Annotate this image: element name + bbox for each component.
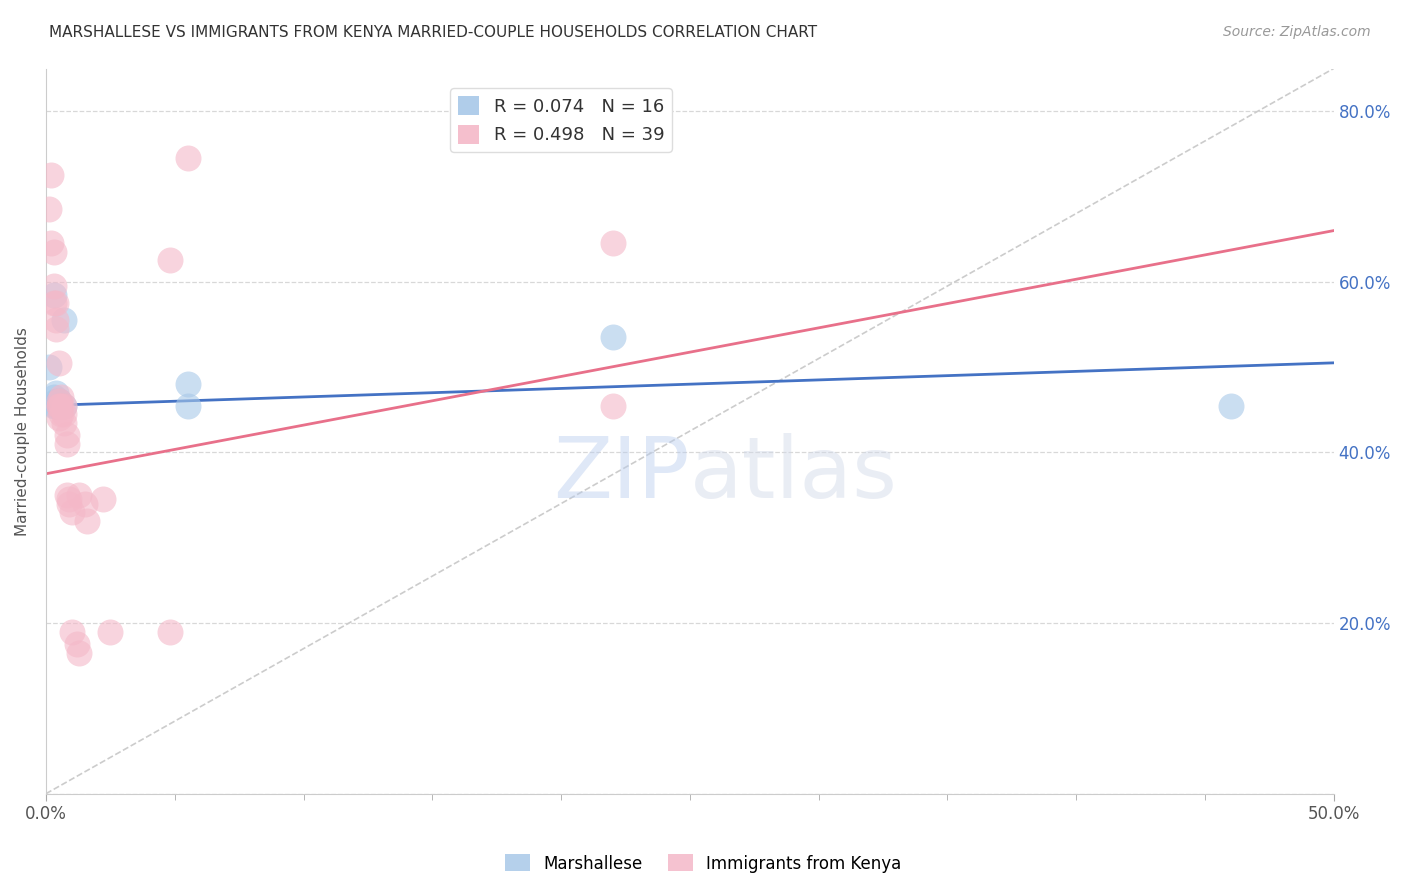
Text: Source: ZipAtlas.com: Source: ZipAtlas.com	[1223, 25, 1371, 39]
Point	[55, 488, 77, 502]
Point	[76, 514, 98, 528]
Point	[45, 322, 67, 336]
Point	[42, 279, 65, 293]
Point	[39, 236, 62, 251]
Point	[1219, 399, 1241, 413]
Point	[42, 287, 65, 301]
Text: ZIP: ZIP	[554, 434, 690, 516]
Point	[45, 313, 67, 327]
Point	[48, 394, 70, 409]
Point	[38, 202, 60, 217]
Point	[69, 488, 91, 502]
Point	[48, 394, 70, 409]
Point	[39, 168, 62, 182]
Point	[58, 492, 80, 507]
Point	[51, 390, 73, 404]
Point	[42, 390, 65, 404]
Point	[45, 394, 67, 409]
Point	[91, 492, 114, 507]
Point	[55, 428, 77, 442]
Text: MARSHALLESE VS IMMIGRANTS FROM KENYA MARRIED-COUPLE HOUSEHOLDS CORRELATION CHART: MARSHALLESE VS IMMIGRANTS FROM KENYA MAR…	[49, 25, 817, 40]
Point	[55, 437, 77, 451]
Point	[48, 399, 70, 413]
Point	[38, 360, 60, 375]
Point	[48, 399, 70, 413]
Point	[176, 399, 198, 413]
Point	[42, 244, 65, 259]
Point	[176, 377, 198, 392]
Point	[53, 399, 76, 413]
Point	[60, 505, 83, 519]
Y-axis label: Married-couple Households: Married-couple Households	[15, 326, 30, 535]
Point	[48, 394, 70, 409]
Point	[69, 646, 91, 660]
Point	[73, 497, 96, 511]
Point	[45, 399, 67, 413]
Point	[176, 151, 198, 165]
Point	[602, 330, 624, 344]
Point	[51, 399, 73, 413]
Point	[159, 624, 181, 639]
Legend: R = 0.074   N = 16, R = 0.498   N = 39: R = 0.074 N = 16, R = 0.498 N = 39	[450, 88, 672, 152]
Point	[53, 313, 76, 327]
Point	[48, 399, 70, 413]
Point	[53, 416, 76, 430]
Text: atlas: atlas	[690, 434, 898, 516]
Point	[58, 497, 80, 511]
Point	[42, 296, 65, 310]
Point	[602, 399, 624, 413]
Point	[66, 637, 89, 651]
Point	[53, 407, 76, 421]
Point	[48, 411, 70, 425]
Point	[48, 356, 70, 370]
Point	[45, 385, 67, 400]
Point	[42, 399, 65, 413]
Point	[45, 296, 67, 310]
Legend: Marshallese, Immigrants from Kenya: Marshallese, Immigrants from Kenya	[498, 847, 908, 880]
Point	[60, 624, 83, 639]
Point	[159, 253, 181, 268]
Point	[602, 236, 624, 251]
Point	[51, 407, 73, 421]
Point	[53, 399, 76, 413]
Point	[98, 624, 121, 639]
